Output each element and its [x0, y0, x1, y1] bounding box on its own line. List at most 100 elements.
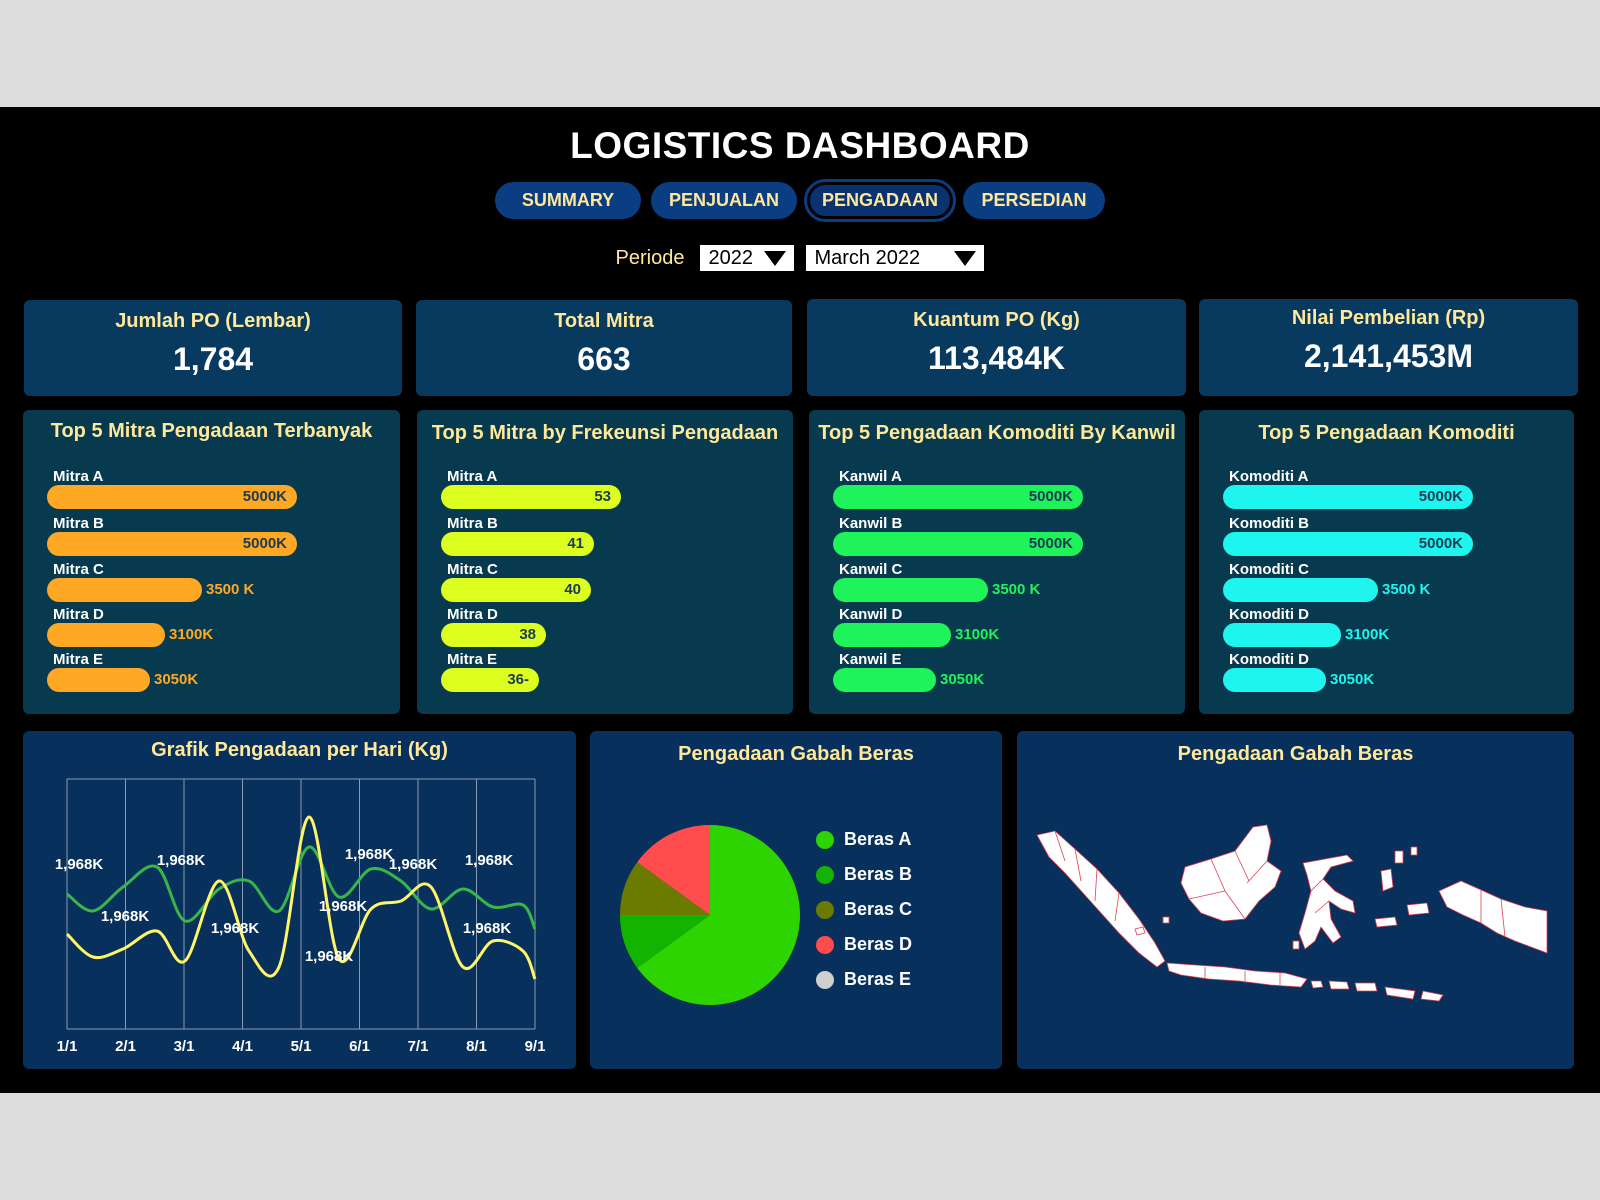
bar-value: 5000K: [1028, 535, 1073, 552]
bar-row[interactable]: Mitra B 41: [441, 515, 771, 559]
bar-value: 5000K: [242, 488, 287, 505]
legend-dot-icon: [816, 970, 834, 989]
bar-value: 3100K: [1345, 626, 1390, 643]
indonesia-map[interactable]: [1035, 821, 1565, 1041]
bar-row[interactable]: Kanwil C 3500 K: [833, 561, 1163, 605]
panel-title: Top 5 Mitra by Frekeunsi Pengadaan: [431, 422, 779, 444]
chevron-down-icon: [954, 250, 977, 266]
bar-row[interactable]: Komoditi D 3050K: [1223, 651, 1553, 695]
bar: [833, 485, 1083, 509]
legend-item[interactable]: Beras C: [816, 899, 912, 920]
bar-value: 3500 K: [1382, 581, 1431, 598]
legend-dot-icon: [816, 935, 834, 954]
chevron-down-icon: [764, 250, 787, 266]
line-chart: 1/1 2/1 3/1 4/1 5/1 6/1 7/1 8/1 9/11,968K 1,968K1…: [55, 778, 545, 1055]
bar: [441, 485, 621, 509]
bar-value: 3050K: [940, 671, 985, 688]
tab-pengadaan[interactable]: PENGADAAN: [807, 182, 953, 219]
bar-value: 38: [519, 626, 536, 643]
bar-label: Mitra C: [53, 561, 104, 578]
tab-summary[interactable]: SUMMARY: [495, 182, 641, 219]
panel-title: Top 5 Mitra Pengadaan Terbanyak: [50, 420, 373, 442]
bar-value: 40: [564, 581, 581, 598]
bar-value: 5000K: [1418, 488, 1463, 505]
bar-label: Mitra A: [447, 468, 498, 485]
bar-row[interactable]: Mitra E 3050K: [47, 651, 377, 695]
panel-title: Top 5 Pengadaan Komoditi: [1258, 422, 1515, 444]
bar-row[interactable]: Mitra D 38: [441, 606, 771, 650]
legend-item[interactable]: Beras E: [816, 969, 912, 990]
page-title: LOGISTICS DASHBOARD: [570, 125, 1030, 166]
data-label: 1,968K: [463, 920, 512, 937]
map-region-sulawesi: [1298, 854, 1356, 950]
kpi-label: Nilai Pembelian (Rp): [1291, 307, 1486, 329]
kpi-label: Total Mitra: [554, 310, 654, 332]
legend-dot-icon: [816, 900, 834, 919]
bar-label: Mitra E: [447, 651, 498, 668]
bar-label: Mitra E: [53, 651, 104, 668]
bar-label: Mitra B: [447, 515, 498, 532]
pie-slice[interactable]: [620, 915, 710, 968]
series-line: [65, 815, 537, 980]
data-label: 1,968K: [211, 920, 260, 937]
bar-row[interactable]: Mitra A 5000K: [47, 468, 377, 512]
bar: [1223, 485, 1473, 509]
year-select-value: 2022: [708, 246, 753, 269]
bar-value: 3100K: [955, 626, 1000, 643]
bar: [833, 623, 951, 647]
map-region-nusa-tenggara: [1310, 980, 1444, 1002]
bar: [441, 668, 539, 692]
bar-row[interactable]: Komoditi A 5000K: [1223, 468, 1553, 512]
kpi-value: 2,141,453M: [1303, 338, 1473, 374]
bar-row[interactable]: Komoditi D 3100K: [1223, 606, 1553, 650]
bar-row[interactable]: Kanwil E 3050K: [833, 651, 1163, 695]
bar-row[interactable]: Komoditi B 5000K: [1223, 515, 1553, 559]
legend-dot-icon: [816, 865, 834, 884]
map-card: Pengadaan Gabah Beras: [1017, 731, 1574, 1069]
legend-item[interactable]: Beras D: [816, 934, 912, 955]
map-region-java: [1166, 962, 1308, 988]
tab-persedian[interactable]: PERSEDIAN: [963, 182, 1105, 219]
bar-row[interactable]: Kanwil D 3100K: [833, 606, 1163, 650]
legend-item[interactable]: Beras A: [816, 829, 912, 850]
data-label: 1,968K: [101, 908, 150, 925]
month-select[interactable]: March 2022: [806, 245, 985, 271]
legend-label: Beras C: [844, 899, 913, 919]
pie-slice[interactable]: [637, 825, 800, 1005]
bar-row[interactable]: Kanwil B 5000K: [833, 515, 1163, 559]
bar: [47, 485, 297, 509]
legend-item[interactable]: Beras B: [816, 864, 912, 885]
bar: [47, 578, 202, 602]
series-line: [66, 845, 537, 930]
x-tick-label: 8/1: [466, 1038, 487, 1055]
pie-slice[interactable]: [637, 825, 710, 915]
bar-label: Komoditi B: [1229, 515, 1309, 532]
kpi-value: 1,784: [172, 341, 254, 377]
x-tick-label: 2/1: [115, 1038, 136, 1055]
kpi-value: 663: [577, 341, 631, 377]
bar: [833, 532, 1083, 556]
bar-row[interactable]: Mitra D 3100K: [47, 606, 377, 650]
map-region-sumatra: [1036, 830, 1166, 968]
bar-row[interactable]: Mitra E 36-: [441, 651, 771, 695]
bar-row[interactable]: Komoditi C 3500 K: [1223, 561, 1553, 605]
bar-value: 53: [594, 488, 611, 505]
pie-slice[interactable]: [620, 862, 710, 915]
bar-row[interactable]: Mitra C 3500 K: [47, 561, 377, 605]
bar-label: Komoditi D: [1229, 651, 1309, 668]
legend-label: Beras A: [844, 829, 912, 849]
dashboard-frame: LOGISTICS DASHBOARD SUMMARY PENJUALAN PE…: [0, 107, 1600, 1093]
tab-penjualan[interactable]: PENJUALAN: [651, 182, 797, 219]
periode-filter: Periode 2022 March 2022: [0, 245, 1600, 271]
bar-row[interactable]: Kanwil A 5000K: [833, 468, 1163, 512]
bar-row[interactable]: Mitra A 53: [441, 468, 771, 512]
bar-label: Mitra B: [53, 515, 104, 532]
month-select-value: March 2022: [814, 246, 921, 269]
year-select[interactable]: 2022: [700, 245, 795, 271]
data-label: 1,968K: [389, 856, 438, 873]
data-label: 1,968K: [305, 948, 354, 965]
bar-row[interactable]: Mitra C 40: [441, 561, 771, 605]
bar-row[interactable]: Mitra B 5000K: [47, 515, 377, 559]
data-label: 1,968K: [319, 898, 368, 915]
bar-label: Kanwil E: [839, 651, 902, 668]
